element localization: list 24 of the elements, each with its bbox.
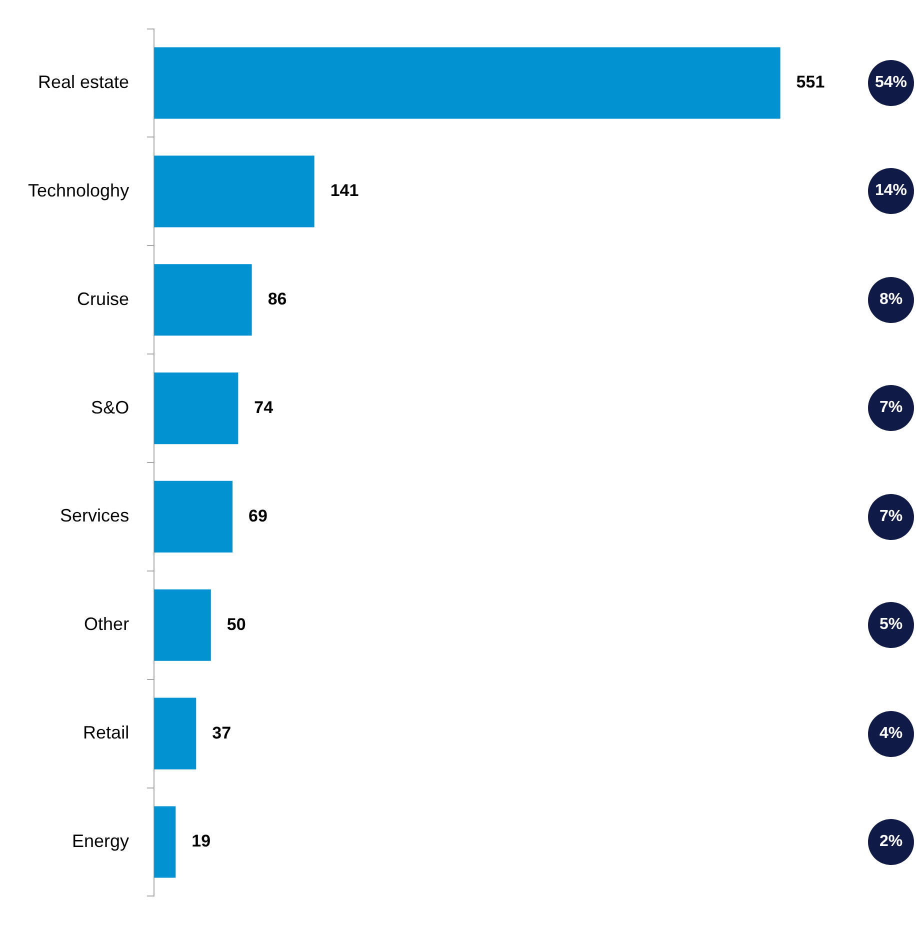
y-tick-label: Cruise xyxy=(77,288,130,309)
y-tick-label: S&O xyxy=(91,397,130,418)
y-tick-label: Retail xyxy=(83,722,130,743)
data-label: 86 xyxy=(268,290,287,309)
data-label: 50 xyxy=(226,614,246,634)
bar xyxy=(154,589,211,661)
data-label: 37 xyxy=(212,723,232,742)
bar xyxy=(154,156,314,228)
bar xyxy=(154,47,780,119)
y-tick-label: Other xyxy=(84,614,130,634)
data-label: 551 xyxy=(796,72,825,92)
data-label: 19 xyxy=(192,832,211,851)
bar xyxy=(154,806,176,878)
bar xyxy=(154,264,252,336)
data-label: 141 xyxy=(330,181,359,200)
bar xyxy=(154,480,232,552)
bar xyxy=(154,698,196,770)
y-tick-label: Services xyxy=(60,506,130,526)
bar xyxy=(154,372,238,444)
y-tick-label: Energy xyxy=(72,830,130,851)
y-tick-label: Technologhy xyxy=(28,180,130,200)
data-label: 74 xyxy=(254,398,274,417)
data-label: 69 xyxy=(248,506,268,526)
y-tick-label: Real estate xyxy=(38,72,130,92)
